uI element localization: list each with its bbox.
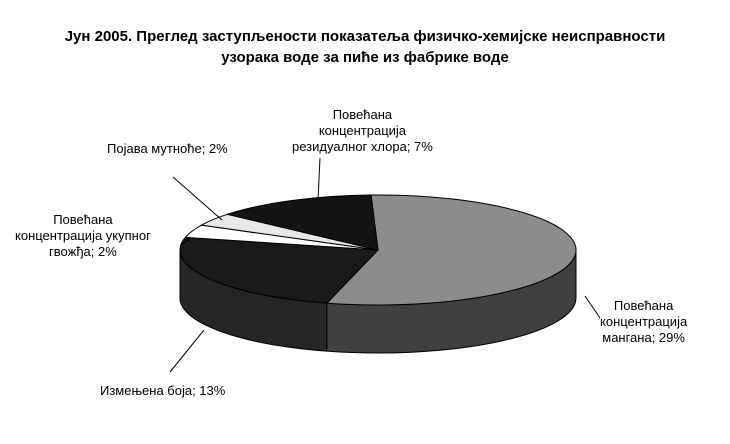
slice-label-manganese: Повећана концентрација мангана; 29% (600, 298, 688, 345)
pie-slice-color-change (179, 236, 380, 304)
pie-slices (179, 194, 577, 306)
leader-line-manganese (584, 295, 601, 319)
slice-label-iron: Повећана концентрација укупног гвожђа; 2… (15, 212, 151, 259)
leader-line-iron (180, 237, 193, 245)
slice-label-chlorine: Повећана концентрација резидуалног хлора… (292, 107, 433, 154)
leader-lines (169, 157, 601, 373)
leader-line-chlorine (317, 157, 321, 201)
leader-line-turbidity (172, 176, 223, 221)
slice-label-color-change: Измењена боја; 13% (100, 383, 226, 398)
chart-title-line-1: Јун 2005. Преглед заступљености показате… (64, 28, 666, 45)
pie-slice-chlorine (225, 194, 379, 251)
chart-title: Јун 2005. Преглед заступљености показате… (0, 26, 730, 68)
leader-line-color-change (169, 329, 205, 373)
slice-label-turbidity: Појава мутноће; 2% (107, 141, 228, 156)
pie-slice-manganese (325, 194, 577, 306)
chart-title-line-2: узорака воде за пиће из фабрике воде (221, 49, 509, 66)
